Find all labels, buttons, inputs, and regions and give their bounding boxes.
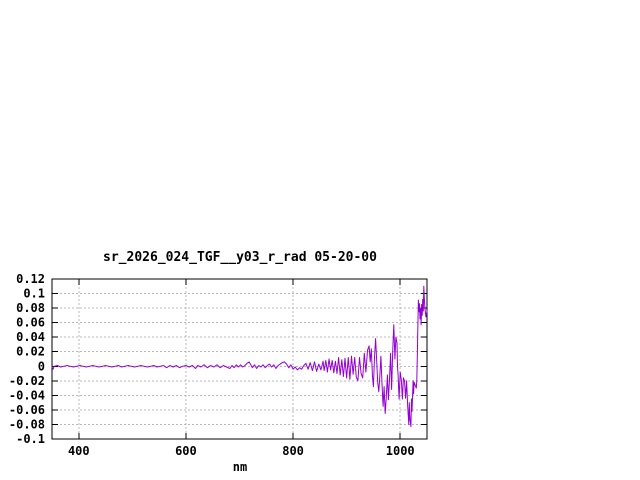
- x-tick-label: 600: [175, 444, 197, 458]
- y-tick-label: -0.1: [16, 432, 45, 446]
- y-tick-label: 0.1: [23, 287, 45, 301]
- chart-title: sr_2026_024_TGF__y03_r_rad 05-20-00: [103, 250, 377, 265]
- x-axis-label: nm: [232, 460, 248, 474]
- x-tick-label: 1000: [386, 444, 415, 458]
- plot-border: [51, 278, 428, 440]
- y-tick-label: 0.12: [16, 272, 45, 286]
- x-tick-label: 800: [282, 444, 304, 458]
- data-line: [51, 285, 428, 428]
- y-tick-label: 0.02: [16, 345, 45, 359]
- y-tick-label: -0.04: [9, 388, 45, 402]
- y-tick-label: -0.08: [9, 417, 45, 431]
- y-tick-label: 0.04: [16, 330, 45, 344]
- y-tick-label: 0.06: [16, 316, 45, 330]
- y-tick-label: -0.02: [9, 374, 45, 388]
- y-tick-label: 0.08: [16, 301, 45, 315]
- y-tick-label: -0.06: [9, 403, 45, 417]
- x-tick-label: 400: [68, 444, 90, 458]
- y-tick-label: 0: [38, 359, 45, 373]
